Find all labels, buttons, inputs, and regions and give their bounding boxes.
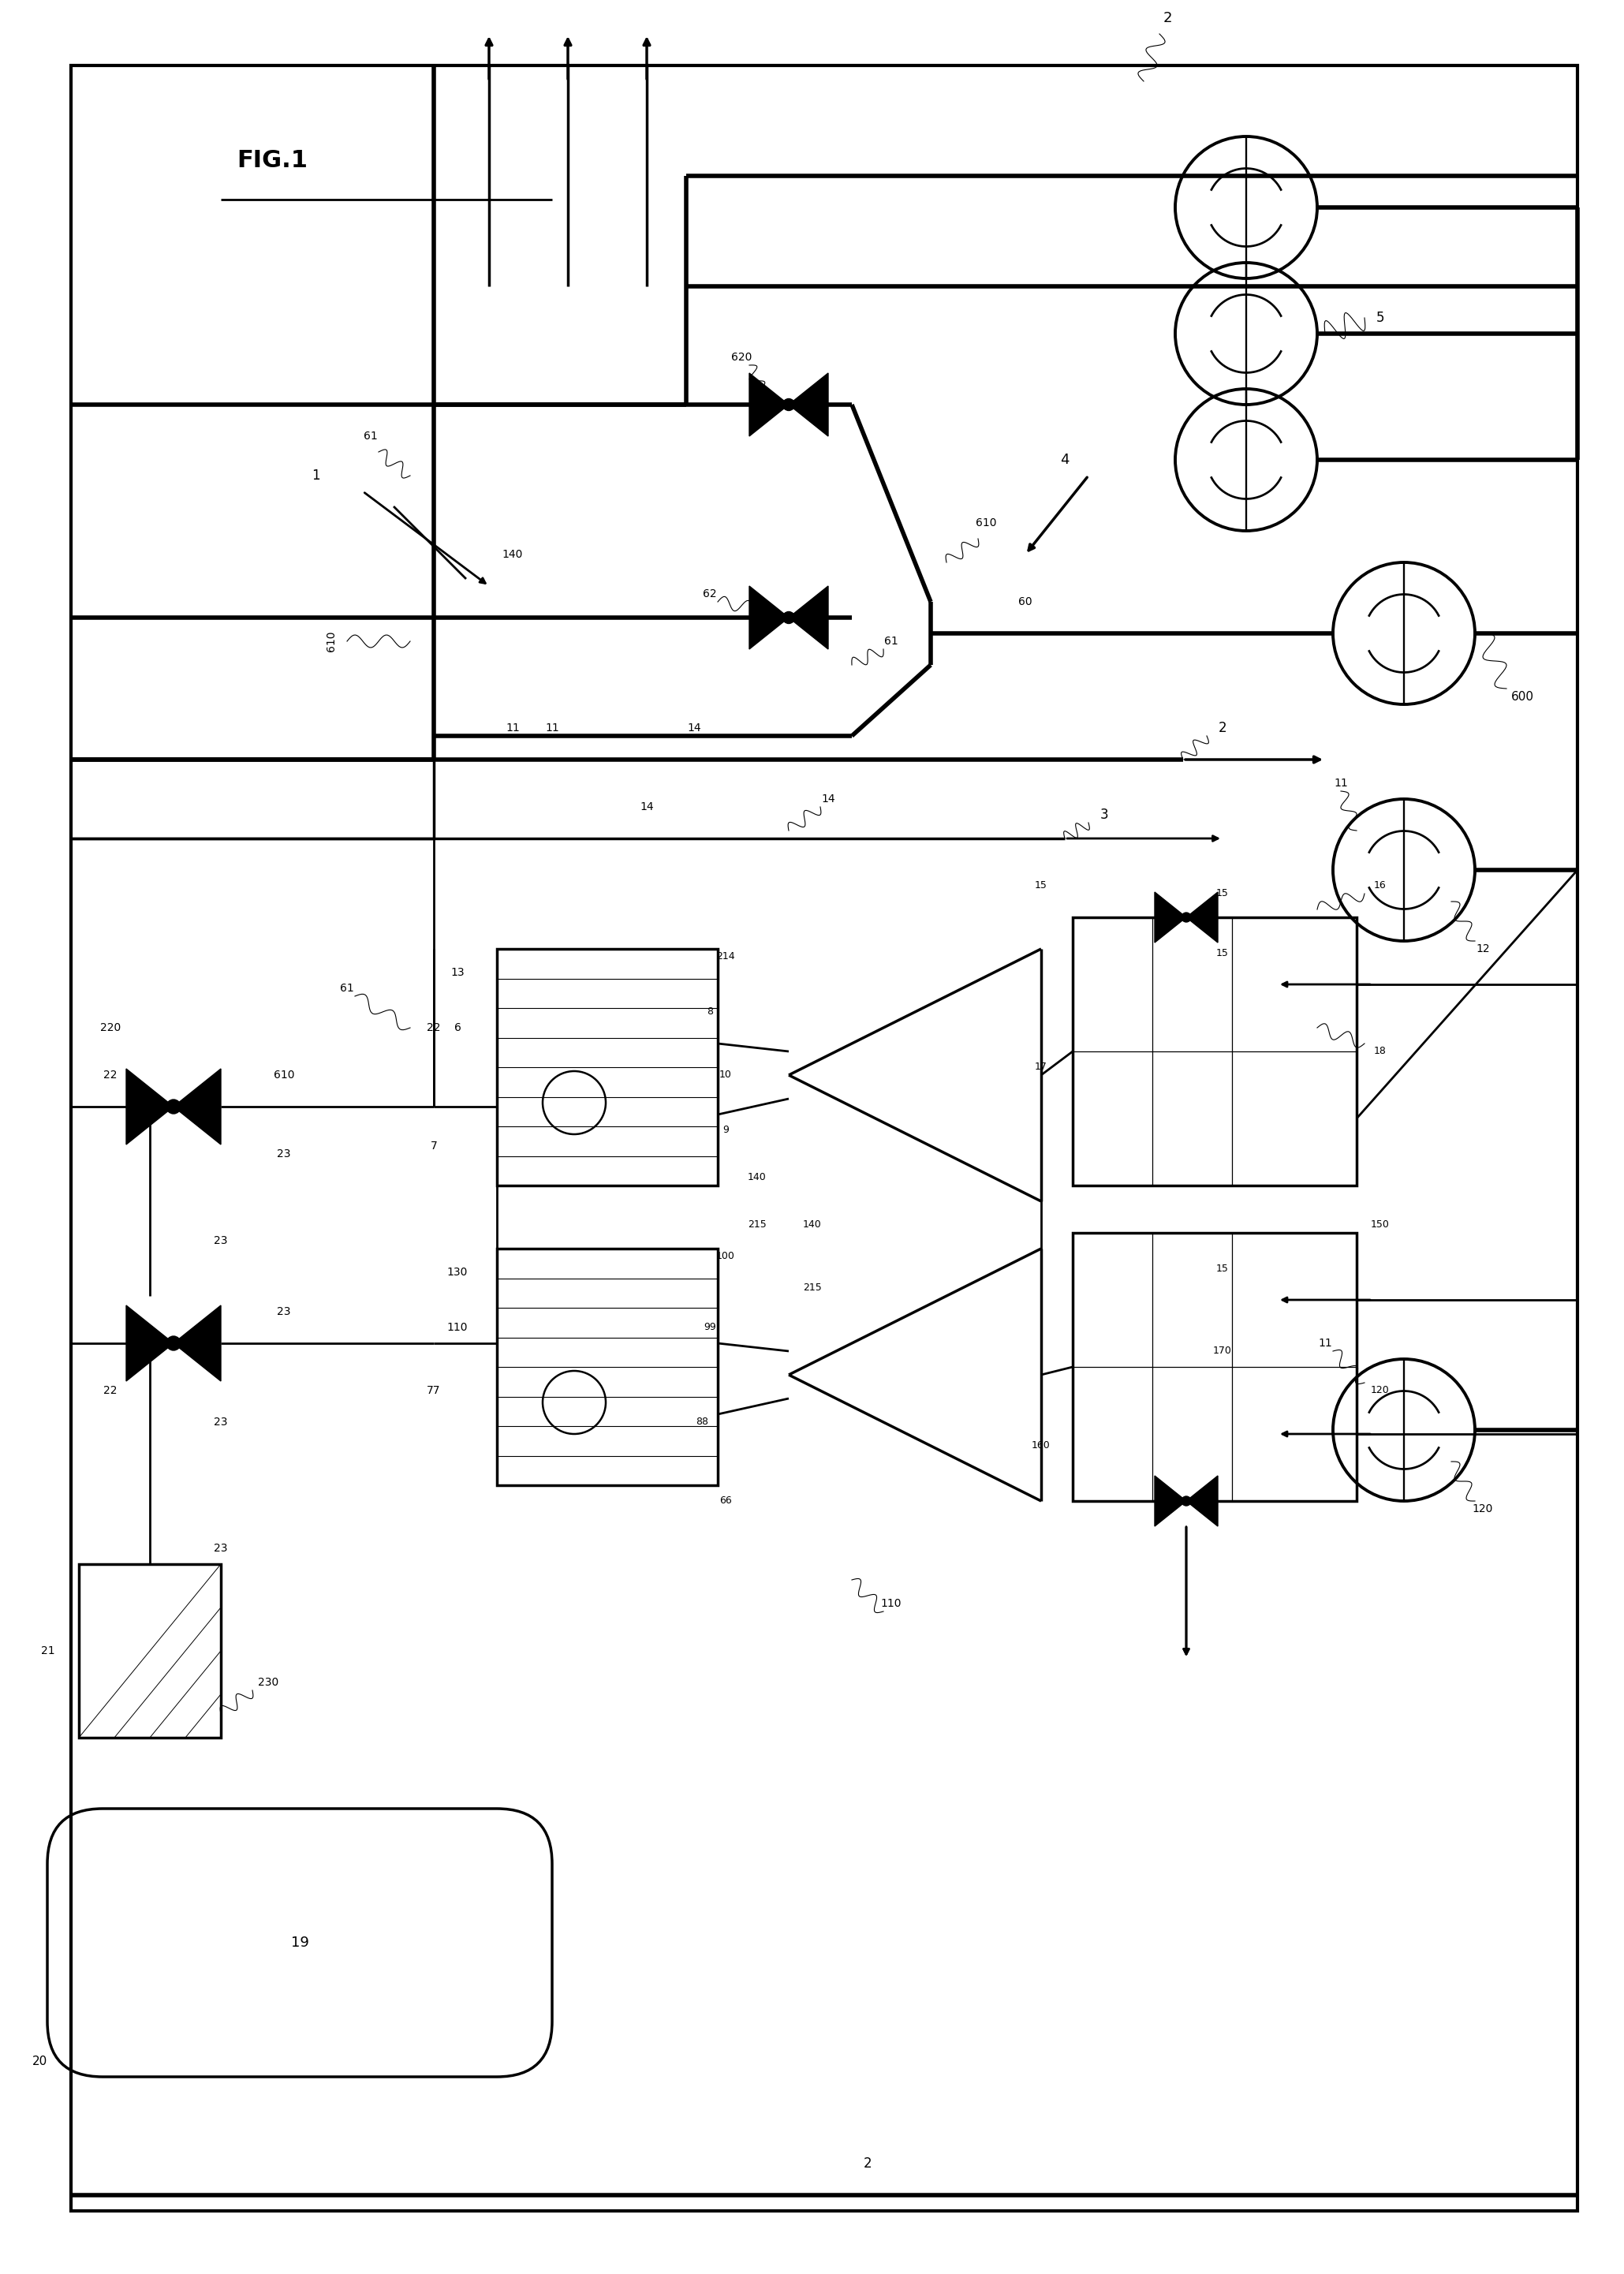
- Text: 230: 230: [258, 1676, 279, 1687]
- Text: 13: 13: [450, 966, 464, 978]
- Text: 16: 16: [1374, 880, 1387, 891]
- Polygon shape: [749, 587, 789, 648]
- Text: 19: 19: [291, 1935, 309, 1949]
- Bar: [80, 1565, 221, 1737]
- Text: 3: 3: [1099, 807, 1109, 821]
- Text: 61: 61: [364, 430, 378, 441]
- Bar: [497, 948, 718, 1185]
- Text: 2: 2: [1218, 721, 1226, 735]
- Text: 23: 23: [214, 1235, 227, 1246]
- Text: 140: 140: [502, 548, 523, 559]
- Text: 4: 4: [1060, 453, 1069, 466]
- Text: 140: 140: [747, 1173, 767, 1182]
- Text: 220: 220: [101, 1023, 120, 1032]
- Text: 610: 610: [976, 518, 997, 528]
- Text: 120: 120: [1473, 1503, 1492, 1514]
- Text: 14: 14: [822, 794, 835, 805]
- Text: FIG.1: FIG.1: [237, 148, 307, 171]
- Text: 12: 12: [1476, 944, 1489, 955]
- Text: 1: 1: [312, 468, 320, 482]
- Text: 600: 600: [1510, 691, 1533, 703]
- Text: 110: 110: [880, 1599, 901, 1610]
- Text: 60: 60: [1018, 596, 1033, 607]
- Text: 11: 11: [505, 723, 520, 735]
- Text: 17: 17: [1034, 1062, 1047, 1073]
- Polygon shape: [1186, 891, 1218, 941]
- Text: 22: 22: [427, 1023, 440, 1032]
- Text: 160: 160: [1031, 1442, 1051, 1451]
- Bar: [1073, 916, 1356, 1185]
- Text: 66: 66: [719, 1496, 732, 1505]
- Text: 130: 130: [447, 1267, 468, 1278]
- Polygon shape: [127, 1069, 174, 1144]
- Text: 14: 14: [640, 800, 654, 812]
- Text: 15: 15: [1034, 880, 1047, 891]
- Text: 215: 215: [747, 1219, 767, 1230]
- Text: 110: 110: [447, 1321, 468, 1333]
- Text: 215: 215: [802, 1283, 822, 1294]
- Text: 11: 11: [546, 723, 559, 735]
- Polygon shape: [789, 373, 828, 437]
- Text: 23: 23: [278, 1148, 291, 1160]
- Text: 61: 61: [339, 982, 354, 994]
- Polygon shape: [749, 373, 789, 437]
- Text: 15: 15: [1216, 1262, 1229, 1273]
- Text: 15: 15: [1216, 948, 1229, 957]
- Text: 170: 170: [1213, 1346, 1233, 1355]
- Polygon shape: [174, 1069, 221, 1144]
- Text: 8: 8: [706, 1007, 713, 1016]
- Text: 77: 77: [427, 1385, 440, 1396]
- Circle shape: [166, 1337, 180, 1351]
- Text: 100: 100: [716, 1251, 736, 1262]
- Text: 2: 2: [1163, 11, 1173, 25]
- Circle shape: [166, 1101, 180, 1114]
- Text: 14: 14: [687, 723, 702, 735]
- Text: 140: 140: [802, 1219, 822, 1230]
- Text: 11: 11: [1319, 1337, 1332, 1348]
- Circle shape: [1182, 912, 1190, 921]
- Text: 610: 610: [326, 630, 336, 653]
- Circle shape: [783, 612, 794, 623]
- Circle shape: [1182, 1496, 1190, 1505]
- Text: 99: 99: [703, 1323, 716, 1333]
- Text: 22: 22: [104, 1385, 117, 1396]
- Polygon shape: [127, 1305, 174, 1380]
- Text: 62: 62: [703, 589, 716, 600]
- Text: 22: 22: [104, 1069, 117, 1080]
- Text: 6: 6: [455, 1023, 461, 1032]
- Text: 150: 150: [1371, 1219, 1390, 1230]
- Polygon shape: [174, 1305, 221, 1380]
- Text: 20: 20: [32, 2056, 47, 2067]
- Text: 610: 610: [273, 1069, 294, 1080]
- Text: 23: 23: [214, 1417, 227, 1428]
- Text: 2: 2: [864, 2156, 872, 2172]
- Polygon shape: [1155, 1476, 1186, 1526]
- Bar: [1073, 1233, 1356, 1501]
- Bar: [497, 1248, 718, 1485]
- Text: 620: 620: [731, 352, 752, 364]
- Text: 15: 15: [1216, 889, 1229, 898]
- Text: 21: 21: [41, 1646, 55, 1655]
- Text: 214: 214: [716, 951, 736, 962]
- Text: 11: 11: [1333, 778, 1348, 789]
- Text: 23: 23: [278, 1305, 291, 1317]
- Circle shape: [783, 398, 794, 412]
- Text: 9: 9: [723, 1126, 729, 1135]
- Text: 120: 120: [1371, 1385, 1390, 1396]
- Text: 5: 5: [1376, 312, 1384, 325]
- Text: 10: 10: [719, 1071, 732, 1080]
- Polygon shape: [1186, 1476, 1218, 1526]
- Text: 61: 61: [883, 637, 898, 646]
- Text: 7: 7: [430, 1142, 437, 1151]
- Text: 18: 18: [1374, 1046, 1387, 1057]
- Polygon shape: [789, 587, 828, 648]
- Text: 88: 88: [695, 1417, 708, 1428]
- Text: 23: 23: [214, 1542, 227, 1553]
- Polygon shape: [1155, 891, 1186, 941]
